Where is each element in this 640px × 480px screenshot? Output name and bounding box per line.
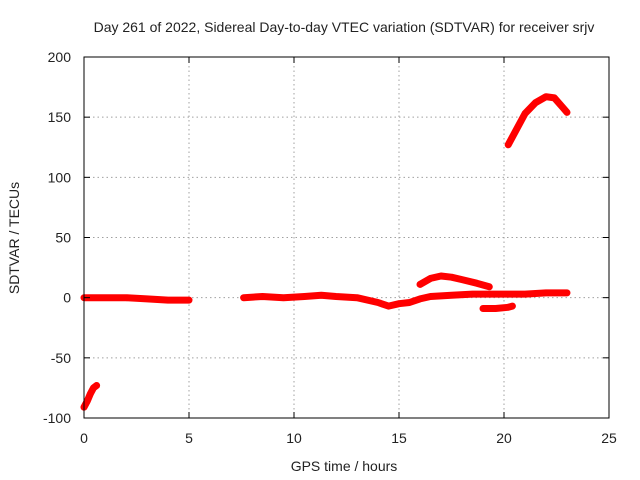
x-axis-label: GPS time / hours xyxy=(291,458,398,474)
data-series-seg-2 xyxy=(80,294,193,304)
x-tick-label: 25 xyxy=(601,430,617,446)
x-tick-label: 20 xyxy=(496,430,512,446)
y-tick-label: 50 xyxy=(55,230,71,246)
y-tick-label: -50 xyxy=(51,350,71,366)
x-tick-label: 0 xyxy=(80,430,88,446)
y-axis-label: SDTVAR / TECUs xyxy=(6,182,22,294)
data-series-seg-6 xyxy=(504,93,571,149)
data-series-seg-1 xyxy=(80,382,101,411)
ticks: 0 5 10 15 20 25 -100 -50 0 50 100 150 200 xyxy=(43,49,617,446)
y-tick-label: -100 xyxy=(43,410,71,426)
y-tick-label: 150 xyxy=(48,109,72,125)
data-series-seg-5 xyxy=(479,302,516,312)
y-tick-label: 200 xyxy=(48,49,72,65)
series-layer xyxy=(80,93,571,411)
chart-title: Day 261 of 2022, Sidereal Day-to-day VTE… xyxy=(94,19,595,35)
x-tick-label: 5 xyxy=(185,430,193,446)
x-tick-label: 10 xyxy=(286,430,302,446)
data-series-seg-4 xyxy=(416,272,493,291)
y-tick-label: 0 xyxy=(63,290,71,306)
data-series-seg-3 xyxy=(240,289,571,310)
y-tick-label: 100 xyxy=(48,169,72,185)
x-tick-label: 15 xyxy=(391,430,407,446)
